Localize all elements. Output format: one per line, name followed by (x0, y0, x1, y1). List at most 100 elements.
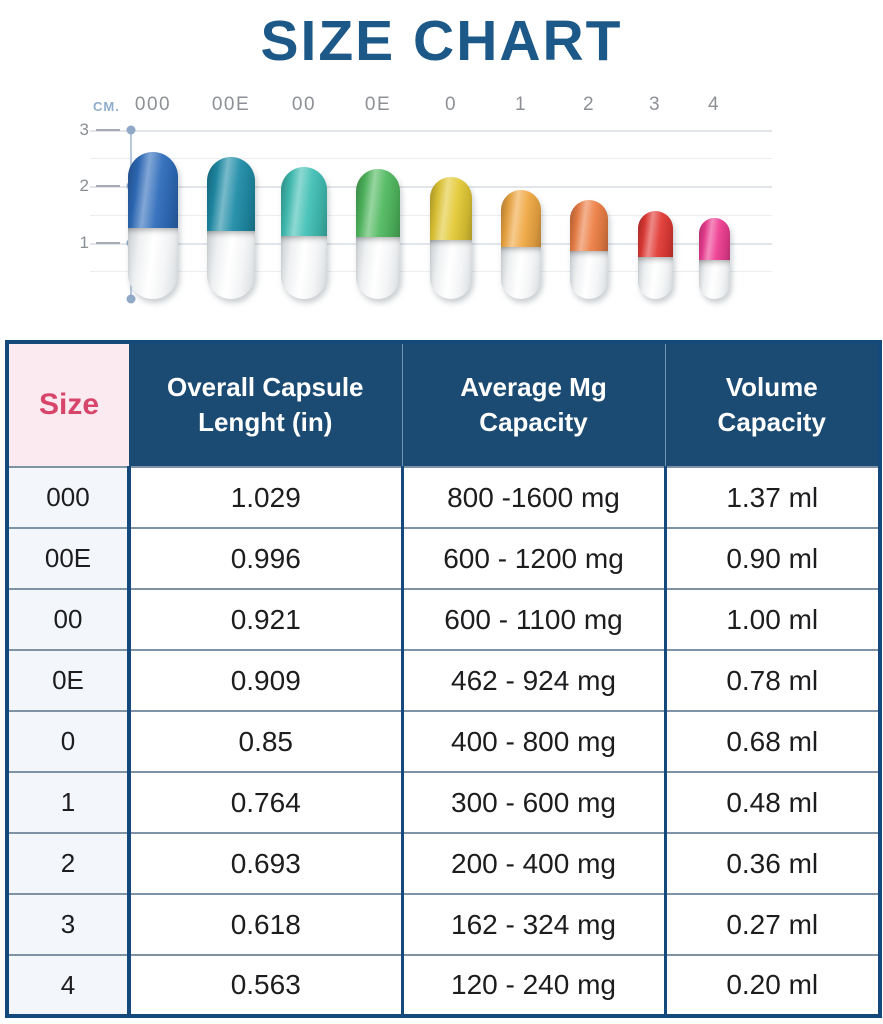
capsule-cap (570, 200, 608, 252)
capsule-size-label: 1 (514, 94, 528, 115)
cell-length: 1.029 (127, 466, 402, 528)
table-row: 4 0.563 120 - 240 mg 0.20 ml (7, 954, 880, 1016)
table-header-row: Size Overall Capsule Lenght (in) Average… (7, 342, 880, 467)
capsule-body (356, 236, 400, 299)
cell-mg: 400 - 800 mg (400, 710, 665, 772)
cell-length: 0.693 (127, 832, 402, 894)
tick-dash (96, 185, 120, 187)
cell-length: 0.764 (127, 771, 402, 833)
capsule-body (501, 246, 541, 299)
capsule-cap (637, 211, 673, 257)
cell-volume: 1.37 ml (663, 466, 880, 528)
capsule-cap (698, 218, 730, 261)
capsule-body (207, 230, 255, 299)
cell-size: 000 (7, 466, 129, 528)
cell-size: 0 (7, 710, 129, 772)
table-row: 0E 0.909 462 - 924 mg 0.78 ml (7, 649, 880, 711)
title-bar: SIZE CHART (0, 0, 883, 88)
capsule-body (128, 228, 178, 299)
cell-volume: 0.48 ml (663, 771, 880, 833)
capsule-00E (207, 157, 255, 299)
table-row: 00 0.921 600 - 1100 mg 1.00 ml (7, 588, 880, 650)
gridline (90, 158, 772, 159)
capsule-2 (570, 200, 608, 299)
table-row: 1 0.764 300 - 600 mg 0.48 ml (7, 771, 880, 833)
capsule-3 (637, 211, 673, 299)
table-row: 2 0.693 200 - 400 mg 0.36 ml (7, 832, 880, 894)
cell-mg: 600 - 1100 mg (400, 588, 665, 650)
cell-mg: 462 - 924 mg (400, 649, 665, 711)
cell-mg: 200 - 400 mg (400, 832, 665, 894)
capsule-size-label: 0 (444, 94, 458, 115)
cell-size: 4 (7, 954, 129, 1016)
capsule-size-label: 2 (582, 94, 596, 115)
capsule-body (430, 240, 472, 299)
cell-volume: 0.36 ml (663, 832, 880, 894)
capsule-cap (128, 152, 178, 229)
cell-size: 1 (7, 771, 129, 833)
capsule-0E (356, 169, 400, 299)
axis-dot (126, 125, 136, 135)
capsule-body (570, 251, 608, 299)
cell-volume: 0.90 ml (663, 527, 880, 589)
y-axis-tick-label: 3 (62, 120, 120, 140)
y-axis-tick-label: 1 (62, 233, 120, 253)
capsule-0 (430, 177, 472, 299)
cell-size: 3 (7, 893, 129, 955)
capsule-cap (281, 167, 327, 236)
cell-size: 0E (7, 649, 129, 711)
cell-size: 2 (7, 832, 129, 894)
cell-length: 0.618 (127, 893, 402, 955)
capsule-000 (128, 152, 178, 299)
cell-length: 0.909 (127, 649, 402, 711)
tick-number: 1 (79, 233, 89, 252)
cell-length: 0.85 (127, 710, 402, 772)
capsule-1 (501, 190, 541, 299)
page-title: SIZE CHART (260, 9, 623, 73)
capsule-cap (356, 169, 400, 237)
tick-dash (96, 242, 120, 244)
cell-mg: 800 -1600 mg (400, 466, 665, 528)
cell-size: 00E (7, 527, 129, 589)
cell-size: 00 (7, 588, 129, 650)
capsule-size-chart: CM. 000 00E 00 0E 0 1 2 3 4 3 2 1 (0, 88, 883, 335)
cell-mg: 300 - 600 mg (400, 771, 665, 833)
cell-length: 0.563 (127, 954, 402, 1016)
capsule-size-label: 00 (291, 94, 317, 115)
table-row: 00E 0.996 600 - 1200 mg 0.90 ml (7, 527, 880, 589)
capsule-size-label: 4 (707, 94, 721, 115)
capsule-cap (501, 190, 541, 247)
capsule-4 (698, 218, 730, 299)
size-data-table: Size Overall Capsule Lenght (in) Average… (5, 340, 882, 1018)
capsule-cap (430, 177, 472, 241)
capsule-body (637, 256, 673, 299)
tick-dash (96, 129, 120, 131)
capsule-body (281, 235, 327, 299)
cell-volume: 0.78 ml (663, 649, 880, 711)
header-volume-capacity: Volume Capacity (664, 342, 880, 467)
cell-mg: 162 - 324 mg (400, 893, 665, 955)
cell-mg: 600 - 1200 mg (400, 527, 665, 589)
table-row: 000 1.029 800 -1600 mg 1.37 ml (7, 466, 880, 528)
capsule-size-label: 00E (211, 94, 251, 115)
header-length: Overall Capsule Lenght (in) (129, 342, 402, 467)
cell-volume: 0.68 ml (663, 710, 880, 772)
table-row: 3 0.618 162 - 324 mg 0.27 ml (7, 893, 880, 955)
y-axis-tick-label: 2 (62, 176, 120, 196)
capsule-cap (207, 157, 255, 231)
cell-volume: 0.27 ml (663, 893, 880, 955)
tick-number: 3 (79, 120, 89, 139)
cell-mg: 120 - 240 mg (400, 954, 665, 1016)
table-row: 0 0.85 400 - 800 mg 0.68 ml (7, 710, 880, 772)
header-mg-capacity: Average Mg Capacity (401, 342, 665, 467)
tick-number: 2 (79, 176, 89, 195)
capsule-size-label: 3 (648, 94, 662, 115)
cell-volume: 0.20 ml (663, 954, 880, 1016)
gridline (90, 130, 772, 132)
cell-length: 0.996 (127, 527, 402, 589)
axis-unit-label: CM. (93, 99, 120, 114)
cell-length: 0.921 (127, 588, 402, 650)
capsule-size-label: 000 (134, 94, 172, 115)
capsule-body (698, 260, 730, 299)
capsule-00 (281, 167, 327, 299)
